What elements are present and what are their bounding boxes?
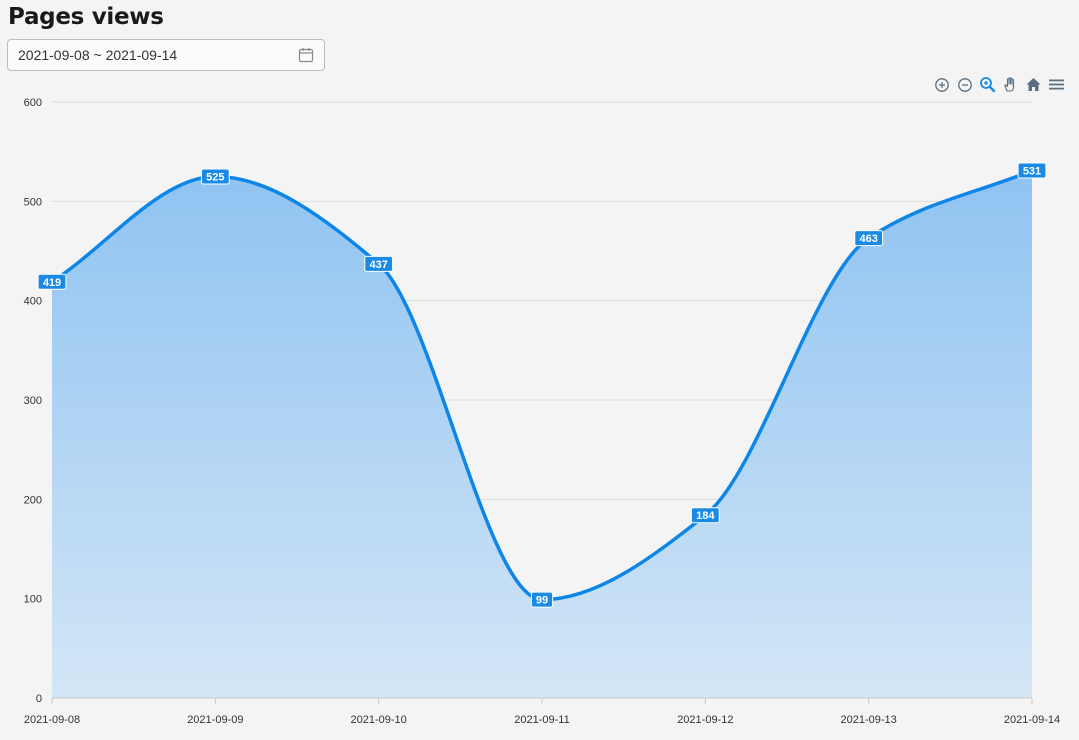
data-label-value: 463 (859, 233, 877, 245)
date-range-picker[interactable]: 2021-09-08 ~ 2021-09-14 (7, 39, 325, 71)
menu-icon[interactable] (1046, 74, 1067, 95)
data-label: 463 (854, 230, 884, 247)
pan-icon[interactable] (1000, 74, 1021, 95)
data-label: 531 (1017, 162, 1047, 179)
data-label-box (530, 591, 554, 608)
x-tick-label: 2021-09-14 (1004, 714, 1060, 726)
data-label-value: 99 (536, 595, 548, 607)
x-tick-label: 2021-09-13 (841, 714, 897, 726)
data-labels: 419 525 437 99 184 463 531 (37, 162, 1047, 608)
chart-toolbar (931, 74, 1067, 95)
data-label-value: 184 (696, 510, 715, 522)
data-label-box (854, 230, 884, 247)
data-label-box (690, 507, 720, 524)
grid-lines (52, 101, 1032, 600)
data-label-box (1017, 162, 1047, 179)
reset-zoom-icon[interactable] (1023, 74, 1044, 95)
data-label-box (200, 168, 230, 185)
data-label-value: 525 (206, 172, 224, 184)
y-tick-label: 500 (24, 196, 42, 208)
x-tick-label: 2021-09-10 (351, 714, 407, 726)
zoom-in-icon[interactable] (931, 74, 952, 95)
x-tick-label: 2021-09-12 (677, 714, 733, 726)
y-tick-label: 600 (24, 97, 42, 109)
data-label-value: 437 (369, 259, 387, 271)
y-tick-label: 300 (24, 395, 42, 407)
y-axis: 0 100 200 300 400 500 600 (24, 97, 42, 705)
x-tick-label: 2021-09-09 (187, 714, 243, 726)
zoom-out-icon[interactable] (954, 74, 975, 95)
x-axis: 2021-09-08 2021-09-09 2021-09-10 2021-09-11… (24, 697, 1060, 726)
data-label-box (37, 273, 67, 290)
series-area (50, 168, 1034, 699)
y-tick-label: 200 (24, 494, 42, 506)
y-tick-label: 400 (24, 296, 42, 308)
data-label: 419 (37, 273, 67, 290)
selection-zoom-icon[interactable] (977, 74, 998, 95)
x-tick-label: 2021-09-08 (24, 714, 80, 726)
data-label: 525 (200, 168, 230, 185)
data-label: 184 (690, 507, 720, 524)
data-label-box (364, 255, 394, 272)
date-range-value: 2021-09-08 ~ 2021-09-14 (18, 47, 178, 63)
data-label: 437 (364, 255, 394, 272)
x-tick-label: 2021-09-11 (514, 714, 569, 726)
y-tick-label: 100 (24, 594, 42, 606)
data-label-value: 531 (1023, 166, 1041, 178)
data-label: 99 (530, 591, 554, 608)
area-fill (52, 170, 1032, 699)
data-label-value: 419 (43, 277, 61, 289)
y-tick-label: 0 (36, 693, 42, 705)
series-line (50, 168, 1034, 602)
calendar-icon[interactable] (298, 47, 314, 63)
page-title: Pages views (8, 4, 164, 30)
